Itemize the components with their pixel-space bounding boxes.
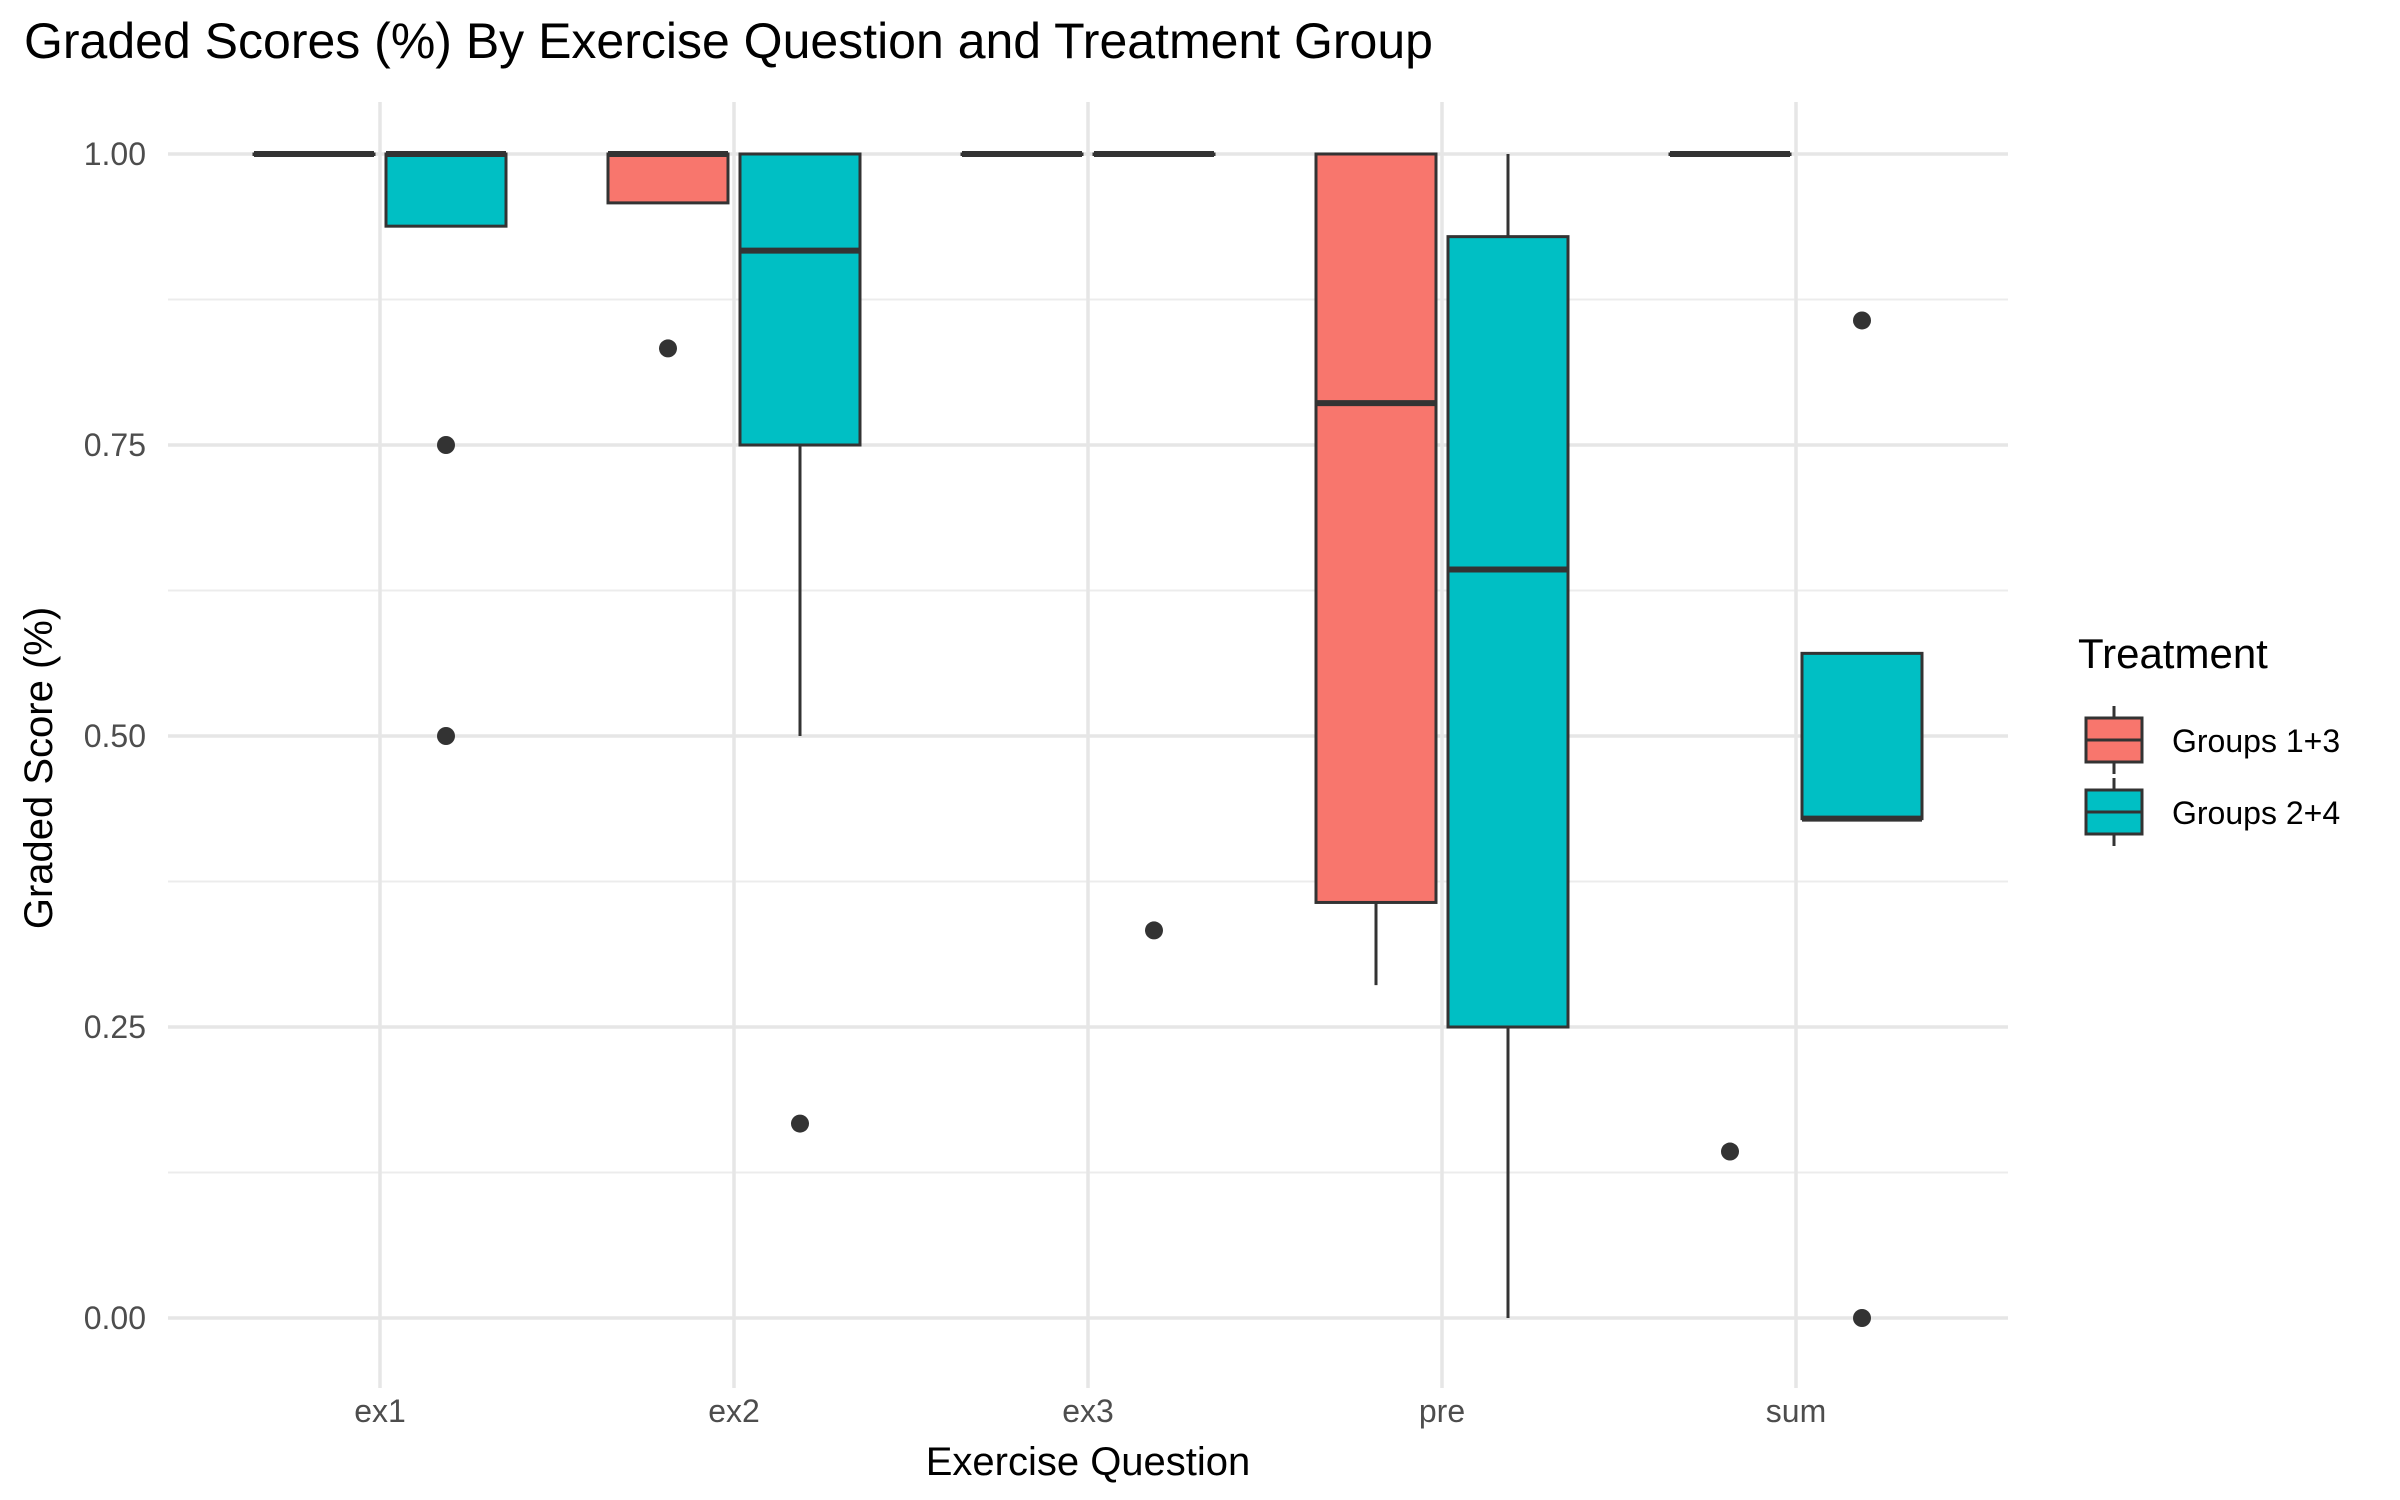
box-groups-2-4-sum [1800, 311, 1924, 1327]
outlier-point [659, 339, 677, 358]
box-groups-2-4-ex2 [738, 152, 862, 1133]
x-tick-label: ex2 [708, 1393, 760, 1429]
box-groups-1-3-sum [1668, 151, 1792, 1161]
box-body [1314, 152, 1438, 904]
box-groups-1-3-ex2 [606, 151, 730, 358]
x-tick-label: ex3 [1062, 1393, 1114, 1429]
legend-label: Groups 2+4 [2172, 795, 2340, 831]
box-groups-2-4-ex1 [384, 151, 508, 745]
outlier-point [437, 727, 455, 745]
box-groups-1-3-pre [1314, 152, 1438, 986]
y-axis-title: Graded Score (%) [17, 607, 61, 929]
y-tick-label: 0.75 [84, 427, 146, 463]
y-tick-label: 0.25 [84, 1009, 146, 1045]
x-axis-ticks: ex1 ex2 ex3 pre sum [354, 1393, 1826, 1429]
outlier-point [1721, 1142, 1739, 1161]
box-body [606, 152, 730, 205]
outlier-point [791, 1114, 809, 1133]
outlier-point [1145, 921, 1163, 940]
y-tick-label: 0.50 [84, 718, 146, 754]
x-tick-label: sum [1766, 1393, 1826, 1429]
grid-lines [168, 102, 2008, 1388]
y-axis-ticks: 0.00 0.25 0.50 0.75 1.00 [84, 136, 146, 1336]
box-body [738, 152, 862, 447]
box-groups-2-4-pre [1446, 154, 1570, 1318]
box-body [1446, 235, 1570, 1029]
legend: Treatment Groups 1+3 Groups 2+4 [2078, 630, 2340, 846]
box-layer [252, 151, 1924, 1327]
legend-label: Groups 1+3 [2172, 723, 2340, 759]
outlier-point [437, 436, 455, 454]
box-body [1800, 651, 1924, 821]
y-tick-label: 0.00 [84, 1300, 146, 1336]
box-groups-1-3-ex3 [960, 151, 1084, 157]
x-axis-title: Exercise Question [926, 1440, 1251, 1484]
box-groups-1-3-ex1 [252, 151, 376, 157]
chart-title: Graded Scores (%) By Exercise Question a… [24, 13, 1433, 69]
y-tick-label: 1.00 [84, 136, 146, 172]
x-tick-label: ex1 [354, 1393, 406, 1429]
legend-title: Treatment [2078, 630, 2268, 677]
box-groups-2-4-ex3 [1092, 151, 1216, 940]
outlier-point [1853, 1309, 1871, 1327]
x-tick-label: pre [1419, 1393, 1465, 1429]
box-body [384, 152, 508, 228]
outlier-point [1853, 311, 1871, 330]
